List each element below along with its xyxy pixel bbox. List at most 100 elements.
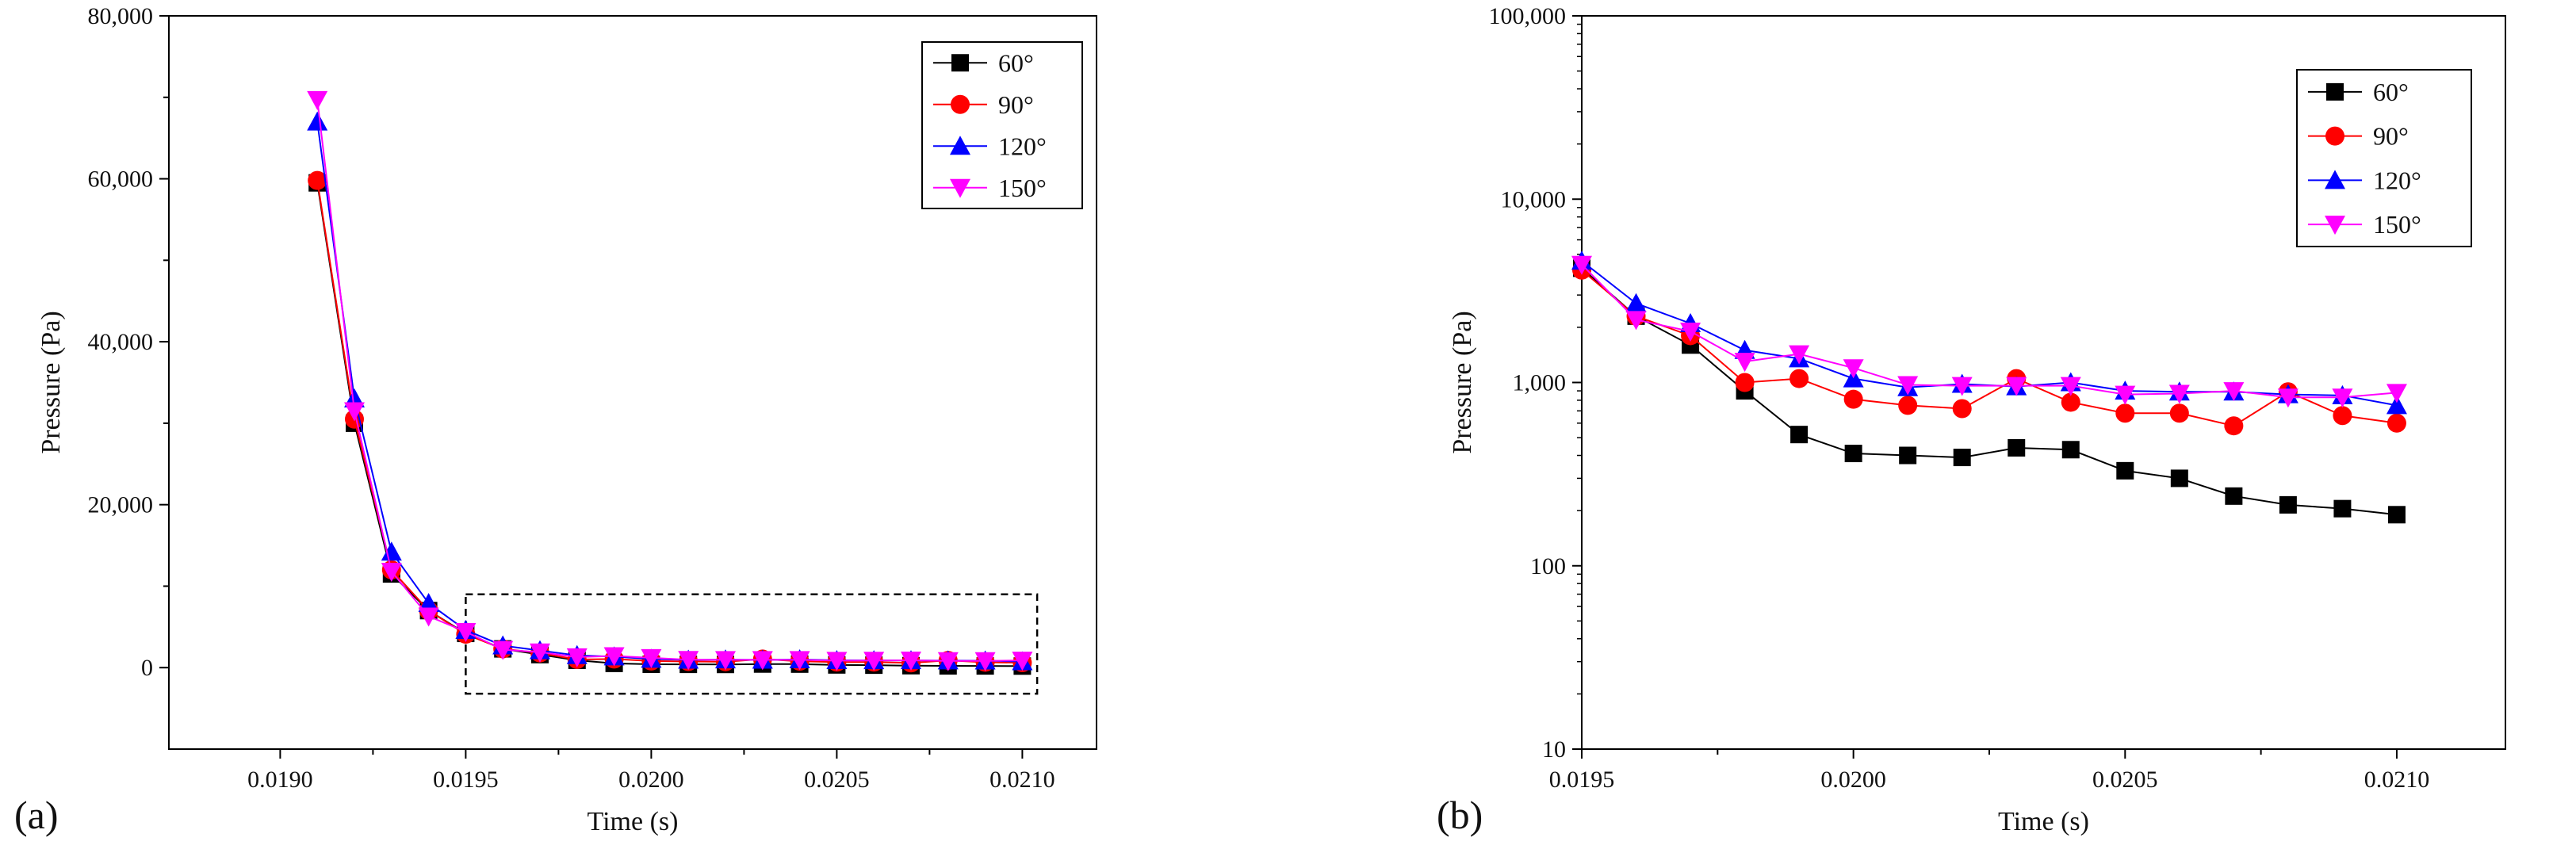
data-point	[1571, 255, 1592, 275]
data-point	[2116, 461, 2134, 480]
legend: 60° 90° 120° 150°	[2296, 69, 2472, 247]
x-tick-label: 0.0210	[989, 767, 1055, 793]
series-square	[308, 174, 1032, 675]
data-point	[307, 90, 328, 110]
data-point	[2333, 406, 2352, 426]
series-triangle-down	[307, 90, 1033, 671]
legend-label: 60°	[2373, 78, 2409, 106]
series-line	[316, 180, 1023, 664]
data-point	[1735, 373, 1755, 392]
data-point	[2115, 385, 2136, 405]
data-point	[1789, 369, 1809, 388]
data-point	[1789, 345, 1810, 365]
legend-label: 120°	[998, 132, 1047, 160]
x-axis-label: Time (s)	[1998, 807, 2089, 836]
x-tick-label: 0.0195	[1549, 767, 1615, 793]
data-point	[2386, 395, 2407, 415]
data-point	[1790, 426, 1809, 444]
x-tick-label: 0.0205	[2092, 767, 2158, 793]
data-point	[715, 651, 736, 671]
data-point	[2332, 388, 2353, 408]
data-point	[381, 541, 402, 561]
highlight-box-annotation	[465, 593, 1039, 695]
data-point	[1734, 353, 1755, 373]
data-point	[2224, 416, 2244, 436]
legend-marker	[2325, 216, 2345, 235]
data-point	[2279, 495, 2297, 514]
legend-marker	[2325, 170, 2345, 189]
series-line	[316, 99, 1023, 662]
data-point	[1952, 399, 1972, 419]
data-point	[2387, 506, 2406, 524]
y-tick-label: 100	[1530, 553, 1566, 579]
legend-marker	[950, 178, 970, 198]
data-point	[307, 111, 328, 131]
data-point	[641, 648, 662, 668]
data-point	[1898, 396, 1918, 415]
x-tick-label: 0.0200	[1820, 767, 1886, 793]
legend-marker	[2325, 126, 2344, 146]
data-point	[308, 170, 327, 190]
data-point	[2386, 384, 2407, 403]
y-tick-label: 10,000	[1501, 186, 1567, 212]
chart-a-pressure-linear: 0.0190 0.0195 0.0200 0.0205 0.0210 0 20,000 40,…	[36, 3, 1097, 836]
data-point	[752, 651, 773, 671]
data-point	[2008, 438, 2026, 457]
plot-frame	[168, 15, 1097, 750]
y-tick-label: 100,000	[1489, 3, 1567, 29]
data-point	[2115, 403, 2135, 423]
x-tick-label: 0.0210	[2364, 767, 2430, 793]
y-tick-label: 10	[1542, 736, 1566, 763]
x-tick-label: 0.0190	[247, 767, 313, 793]
series-line	[1581, 264, 2398, 399]
legend-label: 120°	[2373, 166, 2421, 194]
chart-b-pressure-log: 0.0195 0.0200 0.0205 0.0210 10 100 1,000 10,000…	[1448, 3, 2506, 836]
data-point	[2006, 377, 2027, 396]
y-tick-label: 1,000	[1513, 370, 1567, 396]
legend-marker	[951, 94, 970, 114]
data-point	[901, 651, 921, 671]
y-tick-label: 0	[141, 655, 153, 681]
x-tick-label: 0.0205	[804, 767, 870, 793]
data-point	[863, 652, 885, 671]
legend-frame	[921, 41, 1083, 209]
legend-marker	[2326, 82, 2344, 101]
panel-b-label: (b)	[1437, 793, 1483, 837]
data-point	[2169, 403, 2189, 423]
data-point	[1625, 293, 1647, 312]
series-triangle-down	[1571, 255, 2407, 408]
y-tick-label: 60,000	[88, 166, 154, 193]
y-axis-label: Pressure (Pa)	[36, 311, 66, 453]
data-point	[1953, 449, 1971, 467]
data-point	[2277, 388, 2298, 408]
data-point	[566, 648, 588, 667]
series-line	[1581, 267, 2398, 516]
panel-a-label: (a)	[14, 793, 59, 837]
x-tick-label: 0.0195	[433, 767, 499, 793]
data-point	[2223, 382, 2245, 402]
data-point	[1899, 446, 1917, 465]
legend-label: 150°	[2373, 210, 2421, 239]
data-point	[1897, 376, 1919, 396]
series-line	[1581, 270, 2398, 427]
data-point	[2061, 441, 2080, 459]
data-point	[603, 647, 625, 667]
data-point	[418, 607, 439, 627]
data-point	[1844, 445, 1862, 463]
x-tick-label: 0.0200	[618, 767, 684, 793]
x-axis-label: Time (s)	[588, 807, 679, 836]
data-point	[530, 643, 550, 663]
data-point	[2168, 384, 2190, 404]
data-point	[789, 651, 810, 671]
data-point	[418, 593, 439, 613]
data-point	[1843, 359, 1864, 379]
data-point	[1680, 323, 1701, 342]
data-point	[2060, 377, 2081, 396]
data-point	[455, 623, 477, 642]
y-tick-label: 20,000	[88, 492, 154, 518]
data-point	[344, 402, 365, 422]
data-point	[937, 652, 959, 671]
data-point	[826, 652, 848, 671]
data-point	[2387, 413, 2406, 433]
